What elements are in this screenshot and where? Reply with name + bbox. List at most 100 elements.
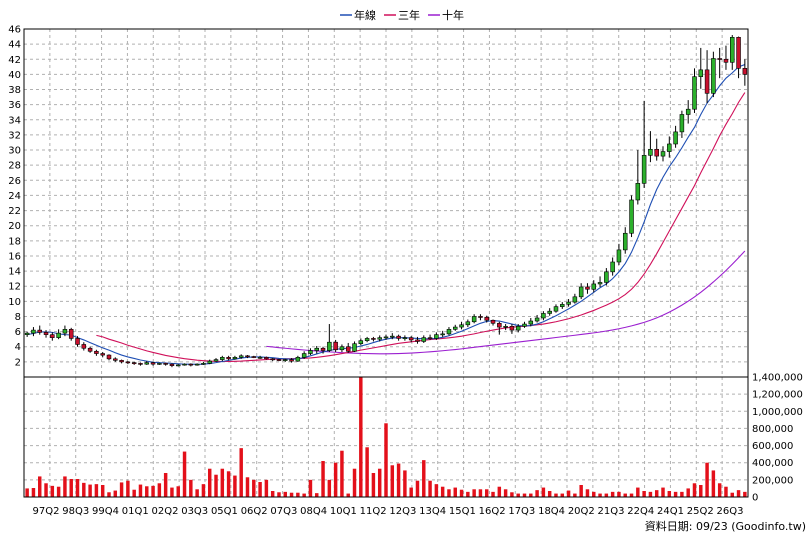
volume-bar (453, 487, 457, 497)
x-tick-label: 12Q3 (389, 506, 416, 517)
volume-bar (623, 493, 627, 497)
candle-body (62, 329, 68, 334)
candle-body (358, 340, 364, 345)
price-tick-label: 36 (8, 100, 21, 111)
volume-bar (472, 489, 476, 497)
volume-bar (315, 493, 319, 497)
volume-bar (245, 477, 250, 497)
candle-body (327, 341, 332, 351)
volume-bar (252, 479, 256, 497)
volume-bar (459, 489, 464, 497)
volume-bar (541, 487, 546, 497)
volume-bar (409, 487, 413, 497)
candle-body (150, 362, 156, 365)
volume-bar (207, 468, 212, 497)
candle-body (566, 301, 571, 305)
volume-bar (529, 493, 533, 497)
volume-bar (107, 492, 111, 497)
volume-bar (327, 479, 332, 497)
price-tick-label: 12 (8, 282, 21, 293)
volume-bar (554, 493, 558, 497)
volume-bar (724, 486, 728, 497)
volume-bar (289, 492, 294, 497)
candle-body (220, 357, 225, 360)
volume-bar (705, 462, 709, 497)
price-tick-label: 22 (8, 206, 21, 217)
candle-body (547, 310, 552, 314)
volume-bar (604, 493, 609, 497)
x-tick-label: 18Q4 (538, 506, 565, 517)
volume-bar (56, 486, 61, 497)
candle-body (24, 332, 30, 335)
candle-body (478, 316, 483, 318)
candle-body (264, 357, 269, 360)
candle-body (421, 337, 427, 342)
volume-bar (648, 491, 653, 497)
volume-bar (422, 460, 426, 497)
candle-body (723, 58, 729, 63)
candle-body (251, 356, 257, 358)
candle-body (509, 326, 515, 331)
plot-frame (23, 28, 749, 498)
candle-body (667, 143, 672, 152)
x-tick-label: 11Q2 (360, 506, 387, 517)
candle-body (194, 363, 200, 366)
price-tick-label: 4 (15, 342, 21, 353)
candle-body (301, 353, 307, 358)
volume-bar (277, 492, 281, 497)
volume-bar (478, 489, 483, 497)
candle-body (446, 329, 452, 335)
candle-body (408, 337, 414, 341)
candle-body (113, 358, 118, 361)
candle-body (730, 37, 735, 63)
volume-bar (63, 476, 67, 497)
volume-bar (145, 486, 149, 497)
price-axis-ticks: 2468101214161820222426283032343638404244… (8, 25, 21, 369)
volume-bar (598, 493, 602, 497)
legend: 年線 三年 十年 (340, 8, 464, 22)
candlesticks (24, 35, 748, 368)
price-tick-label: 2 (15, 357, 21, 368)
candle-body (50, 334, 55, 338)
volume-bar (233, 475, 237, 497)
candle-body (333, 341, 338, 351)
volume-bar (195, 489, 199, 497)
price-tick-label: 38 (8, 85, 21, 96)
price-tick-label: 44 (8, 40, 21, 51)
volume-bar (365, 447, 369, 497)
price-tick-label: 42 (8, 55, 21, 66)
volume-bar (692, 483, 697, 497)
candle-body (182, 363, 187, 366)
volume-bar (333, 462, 338, 497)
volume-bar (711, 470, 716, 497)
x-tick-label: 22Q4 (627, 506, 654, 517)
price-grid (24, 28, 748, 377)
x-tick-label: 02Q2 (151, 506, 178, 517)
volume-bar (270, 491, 275, 497)
volume-bar (636, 487, 640, 497)
candle-body (736, 37, 741, 69)
volume-bar (69, 479, 73, 497)
candle-body (484, 316, 489, 321)
volume-bar (535, 490, 539, 497)
candle-body (534, 317, 540, 322)
candle-body (56, 332, 61, 338)
x-tick-label: 16Q2 (479, 506, 506, 517)
volume-bar (736, 490, 741, 497)
candle-body (717, 58, 722, 60)
candle-body (213, 359, 219, 362)
candle-body (635, 183, 641, 201)
candle-body (175, 364, 181, 367)
candle-body (660, 151, 666, 157)
volume-bar (743, 491, 747, 497)
candle-body (100, 353, 105, 356)
volume-bar (680, 491, 684, 497)
candle-body (585, 286, 590, 290)
volume-bar (100, 485, 105, 497)
volume-bar (396, 463, 401, 497)
x-tick-label: 15Q1 (449, 506, 476, 517)
volume-bar (447, 489, 451, 497)
candle-body (377, 337, 382, 340)
volume-bar (434, 484, 439, 497)
